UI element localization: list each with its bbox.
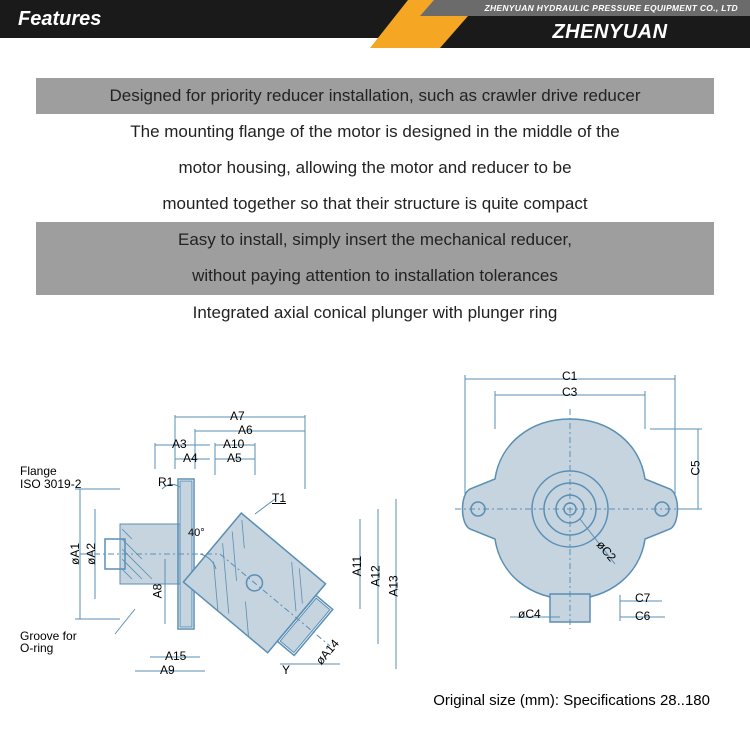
dim-C6: C6 xyxy=(635,609,650,623)
dim-C1: C1 xyxy=(562,369,577,383)
brand-text: ZHENYUAN xyxy=(552,21,667,44)
footer-spec: Original size (mm): Specifications 28..1… xyxy=(433,692,710,709)
right-diagram-svg xyxy=(440,369,720,649)
company-text: ZHENYUAN HYDRAULIC PRESSURE EQUIPMENT CO… xyxy=(484,3,738,13)
feature-line: Designed for priority reducer installati… xyxy=(36,78,714,114)
dim-C4: øC4 xyxy=(518,607,541,621)
dim-A15: A15 xyxy=(165,649,186,663)
dim-A8: A8 xyxy=(150,583,164,598)
dim-A11volvo: A11 xyxy=(350,555,364,575)
oring-label: O-ring xyxy=(20,641,53,655)
feature-line: The mounting flange of the motor is desi… xyxy=(36,114,714,150)
header-brand-bar: ZHENYUAN xyxy=(440,16,750,48)
dim-C7: C7 xyxy=(635,591,650,605)
left-diagram: Flange ISO 3019-2 Groove for O-ring A7 A… xyxy=(20,409,420,699)
dim-A4: A4 xyxy=(183,451,198,465)
dim-A10: A10 xyxy=(223,437,244,451)
dim-A13: A13 xyxy=(387,575,401,596)
header-company-bar: ZHENYUAN HYDRAULIC PRESSURE EQUIPMENT CO… xyxy=(420,0,750,16)
feature-line: without paying attention to installation… xyxy=(36,258,714,294)
iso-label: ISO 3019-2 xyxy=(20,477,81,491)
dim-A3: A3 xyxy=(172,437,187,451)
dim-A2: øA2 xyxy=(84,543,98,565)
dim-A5: A5 xyxy=(227,451,242,465)
dim-C3: C3 xyxy=(562,385,577,399)
features-block: Designed for priority reducer installati… xyxy=(0,78,750,331)
dim-A1: øA1 xyxy=(68,543,82,565)
dim-angle: 40° xyxy=(188,527,205,539)
dim-C5: C5 xyxy=(689,460,703,475)
diagrams-area: Flange ISO 3019-2 Groove for O-ring A7 A… xyxy=(0,369,750,729)
page-header: Features ZHENYUAN HYDRAULIC PRESSURE EQU… xyxy=(0,0,750,48)
right-diagram: C1 C3 C5 øC2 øC4 C7 C6 xyxy=(440,369,720,649)
dim-T1: T1 xyxy=(272,491,286,505)
dim-A9: A9 xyxy=(160,663,175,677)
header-title: Features xyxy=(18,8,101,31)
dim-A7: A7 xyxy=(230,409,245,423)
dim-A6: A6 xyxy=(238,423,253,437)
header-black-bar: Features xyxy=(0,0,420,38)
feature-line: mounted together so that their structure… xyxy=(36,186,714,222)
dim-A12: A12 xyxy=(369,565,383,586)
dim-R1: R1 xyxy=(158,475,173,489)
feature-line: Integrated axial conical plunger with pl… xyxy=(36,295,714,331)
dim-Y: Y xyxy=(282,663,290,677)
feature-line: motor housing, allowing the motor and re… xyxy=(36,150,714,186)
feature-line: Easy to install, simply insert the mecha… xyxy=(36,222,714,258)
flange-label: Flange xyxy=(20,464,57,478)
